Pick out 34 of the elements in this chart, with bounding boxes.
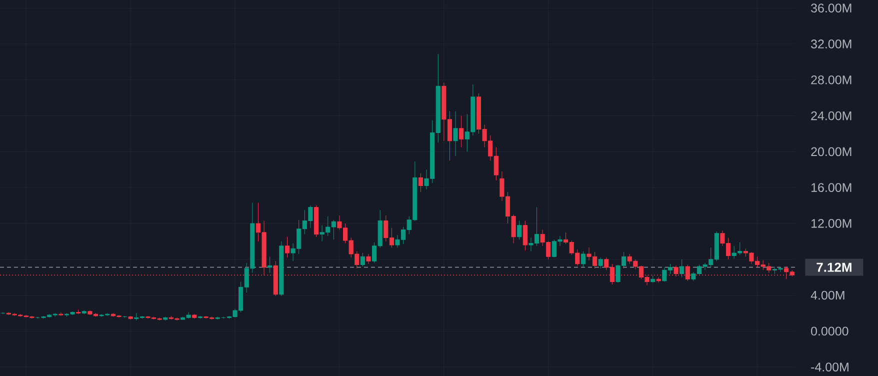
y-tick-label: 36.00M	[811, 4, 852, 13]
candlestick	[58, 312, 64, 316]
candlestick	[163, 316, 168, 321]
candlestick	[680, 259, 684, 278]
y-tick-label: 20.00M	[811, 147, 852, 156]
ref-line-label: 7.12M	[816, 262, 852, 272]
candlestick	[366, 254, 371, 264]
y-tick-label: 16.00M	[811, 183, 852, 192]
candlestick	[598, 257, 603, 269]
candlestick	[198, 316, 202, 319]
candlestick	[128, 316, 133, 320]
candlestick	[192, 314, 197, 319]
candlestick	[284, 236, 290, 258]
y-tick-label: 28.00M	[811, 75, 852, 84]
candlestick	[459, 116, 464, 148]
y-tick-label: 4.00M	[810, 290, 844, 300]
candlestick	[522, 220, 528, 251]
candlestick	[656, 277, 661, 283]
candlestick	[279, 241, 284, 296]
y-tick-label: 0.0000	[811, 326, 848, 336]
candlestick	[268, 256, 272, 274]
candlestick	[314, 205, 319, 238]
candlestick	[76, 309, 81, 314]
candlestick	[580, 251, 586, 267]
candlestick	[360, 252, 365, 267]
candlestick	[82, 310, 86, 314]
candlestick	[517, 220, 522, 240]
candlestick	[650, 275, 656, 283]
candlestick	[453, 111, 458, 156]
candlestick	[418, 172, 423, 192]
y-tick-label: 24.00M	[811, 111, 852, 120]
y-tick-label: 32.00M	[811, 40, 852, 48]
y-tick-label: 12.00M	[811, 219, 852, 228]
y-tick-label: -4.00M	[811, 362, 848, 372]
